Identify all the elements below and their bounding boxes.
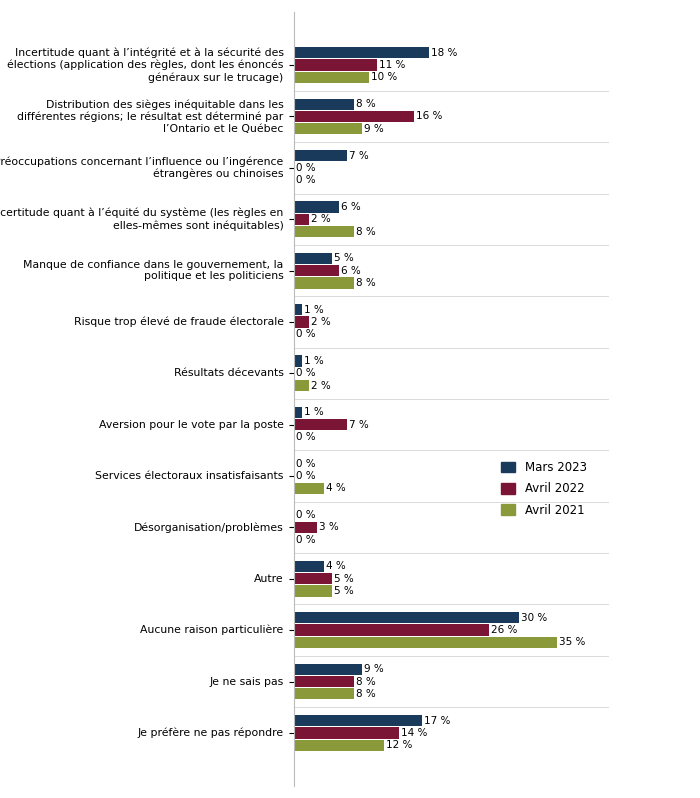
Bar (294, 316, 309, 328)
Bar (294, 740, 384, 751)
Text: 8 %: 8 % (356, 677, 376, 686)
Bar (294, 663, 361, 675)
Text: 0 %: 0 % (296, 369, 316, 378)
Bar (294, 277, 354, 289)
Text: 5 %: 5 % (334, 586, 354, 596)
Text: 1 %: 1 % (304, 356, 323, 366)
Bar (294, 419, 346, 430)
Text: 12 %: 12 % (386, 741, 412, 750)
Bar (294, 60, 377, 71)
Text: 18 %: 18 % (431, 48, 458, 57)
Bar (294, 47, 429, 58)
Text: 8 %: 8 % (356, 278, 376, 288)
Text: 35 %: 35 % (559, 638, 585, 647)
Text: 4 %: 4 % (326, 484, 346, 493)
Text: 5 %: 5 % (334, 253, 354, 263)
Text: 9 %: 9 % (364, 664, 384, 674)
Bar (294, 676, 354, 687)
Text: 0 %: 0 % (296, 459, 316, 468)
Text: 16 %: 16 % (416, 112, 442, 121)
Text: 2 %: 2 % (312, 317, 331, 327)
Text: 0 %: 0 % (296, 535, 316, 545)
Text: 5 %: 5 % (334, 574, 354, 584)
Text: 7 %: 7 % (349, 420, 368, 429)
Bar (294, 98, 354, 110)
Text: 0 %: 0 % (296, 330, 316, 339)
Text: 6 %: 6 % (342, 202, 361, 212)
Text: 1 %: 1 % (304, 407, 323, 417)
Bar (294, 111, 414, 122)
Text: 7 %: 7 % (349, 151, 368, 160)
Text: 17 %: 17 % (424, 716, 450, 725)
Text: 0 %: 0 % (296, 176, 316, 185)
Bar (294, 304, 302, 315)
Text: 11 %: 11 % (379, 60, 405, 70)
Bar (294, 715, 421, 726)
Bar (294, 612, 519, 623)
Bar (294, 573, 332, 584)
Text: 8 %: 8 % (356, 99, 376, 109)
Bar (294, 72, 369, 83)
Bar (294, 727, 399, 738)
Bar (294, 561, 324, 572)
Text: 14 %: 14 % (401, 728, 428, 738)
Text: 6 %: 6 % (342, 266, 361, 275)
Bar (294, 625, 489, 636)
Bar (294, 226, 354, 237)
Bar (294, 201, 339, 212)
Bar (294, 253, 332, 264)
Bar (294, 586, 332, 597)
Text: 3 %: 3 % (318, 523, 339, 532)
Bar (294, 150, 346, 161)
Text: 0 %: 0 % (296, 432, 316, 442)
Text: 30 %: 30 % (522, 613, 547, 622)
Text: 4 %: 4 % (326, 562, 346, 571)
Bar (294, 265, 339, 276)
Text: 26 %: 26 % (491, 625, 517, 635)
Text: 2 %: 2 % (312, 381, 331, 391)
Legend: Mars 2023, Avril 2022, Avril 2021: Mars 2023, Avril 2022, Avril 2021 (495, 455, 593, 523)
Text: 0 %: 0 % (296, 471, 316, 481)
Bar (294, 637, 556, 648)
Bar (294, 688, 354, 700)
Bar (294, 522, 316, 533)
Text: 9 %: 9 % (364, 124, 384, 134)
Bar (294, 355, 302, 366)
Bar (294, 214, 309, 225)
Text: 8 %: 8 % (356, 227, 376, 236)
Bar (294, 380, 309, 391)
Text: 0 %: 0 % (296, 510, 316, 520)
Text: 2 %: 2 % (312, 214, 331, 224)
Bar (294, 483, 324, 494)
Text: 10 %: 10 % (371, 73, 398, 82)
Text: 0 %: 0 % (296, 163, 316, 173)
Text: 1 %: 1 % (304, 305, 323, 314)
Bar (294, 123, 361, 135)
Bar (294, 407, 302, 418)
Text: 8 %: 8 % (356, 689, 376, 699)
